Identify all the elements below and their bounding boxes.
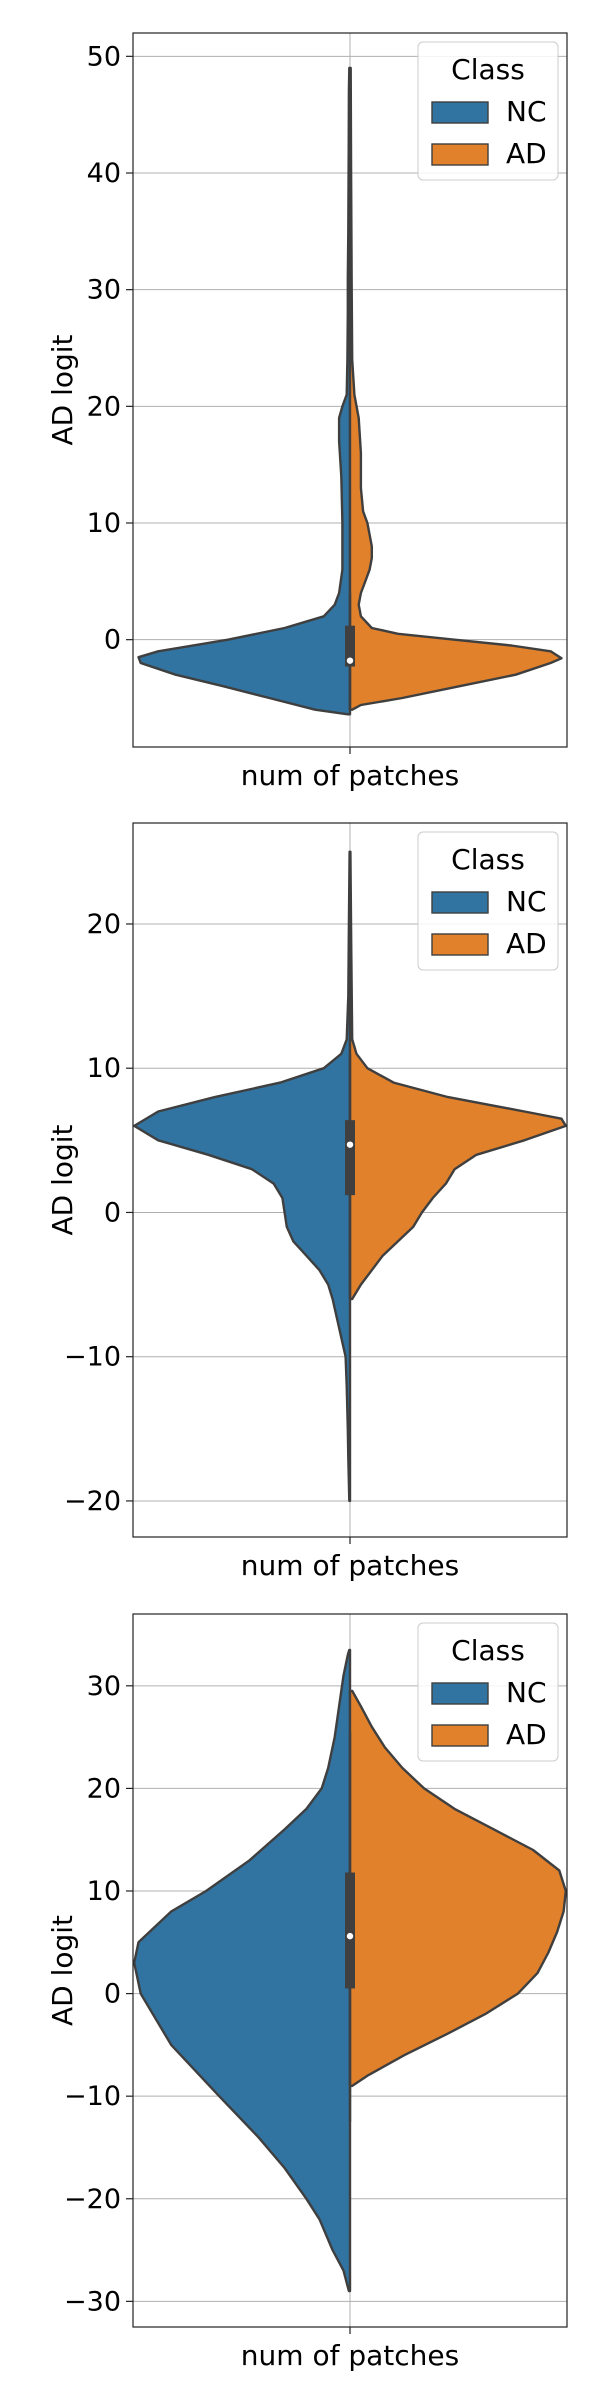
legend-title: Class — [451, 53, 525, 86]
violin-half-ad — [348, 1689, 567, 2088]
y-tick-label: −10 — [64, 2081, 121, 2112]
y-tick-label: −10 — [64, 1342, 121, 1373]
chart-panel-1: 0 10 20 30 40 50 num of patches AD logit Class NC… — [46, 32, 568, 792]
y-tick-label: 10 — [87, 508, 121, 539]
box-iqr — [345, 1872, 355, 1989]
legend: Class NC AD — [417, 41, 559, 181]
y-axis-label: AD logit — [46, 334, 79, 445]
x-axis-label: num of patches — [241, 759, 459, 792]
y-tick-label: 10 — [87, 1053, 121, 1084]
legend: Class NC AD — [417, 831, 559, 971]
y-tick-label: 20 — [87, 909, 121, 940]
legend-swatch-ad — [431, 933, 489, 956]
y-tick-label: 0 — [104, 1979, 121, 2010]
legend-swatch-nc — [431, 101, 489, 124]
legend-label-nc: NC — [506, 1676, 547, 1709]
legend-label-ad: AD — [506, 137, 547, 170]
y-tick-label: −20 — [64, 2184, 121, 2215]
legend: Class NC AD — [417, 1622, 559, 1762]
chart-panel-3: −30 −20 −10 0 10 20 30 num of patches AD logit Cl… — [46, 1613, 568, 2372]
violin-half-nc — [137, 66, 352, 716]
legend-label-nc: NC — [506, 885, 547, 918]
y-tick-label: 0 — [104, 625, 121, 656]
box-median — [346, 657, 354, 664]
y-tick-label: 30 — [87, 275, 121, 306]
chart-panel-2: −20 −10 0 10 20 num of patches AD logit Class NC… — [46, 822, 568, 1582]
y-tick-label: −20 — [64, 1486, 121, 1517]
y-tick-label: 20 — [87, 391, 121, 422]
violin-half-ad — [348, 66, 563, 711]
legend-title: Class — [451, 1634, 525, 1667]
y-tick-label: 40 — [87, 158, 121, 189]
box-median — [346, 1932, 354, 1940]
legend-label-nc: NC — [506, 95, 547, 128]
y-tick-label: 20 — [87, 1773, 121, 1804]
box-iqr — [345, 625, 355, 667]
box-iqr — [345, 1120, 355, 1196]
legend-swatch-nc — [431, 1682, 489, 1705]
legend-swatch-ad — [431, 1724, 489, 1747]
x-axis-label: num of patches — [241, 2339, 459, 2372]
legend-swatch-nc — [431, 891, 489, 914]
violin-half-nc — [133, 850, 352, 1503]
y-tick-label: −30 — [64, 2286, 121, 2317]
y-tick-label: 0 — [104, 1197, 121, 1228]
legend-title: Class — [451, 843, 525, 876]
x-axis-label: num of patches — [241, 1549, 459, 1582]
violin-half-nc — [133, 1648, 352, 2293]
legend-label-ad: AD — [506, 1718, 547, 1751]
box-median — [346, 1141, 354, 1148]
violin-half-ad — [348, 850, 567, 1301]
y-tick-label: 30 — [87, 1671, 121, 1702]
y-tick-label: 50 — [87, 41, 121, 72]
legend-label-ad: AD — [506, 927, 547, 960]
y-tick-label: 10 — [87, 1876, 121, 1907]
legend-swatch-ad — [431, 143, 489, 166]
y-axis-label: AD logit — [46, 1915, 79, 2026]
y-axis-label: AD logit — [46, 1124, 79, 1235]
